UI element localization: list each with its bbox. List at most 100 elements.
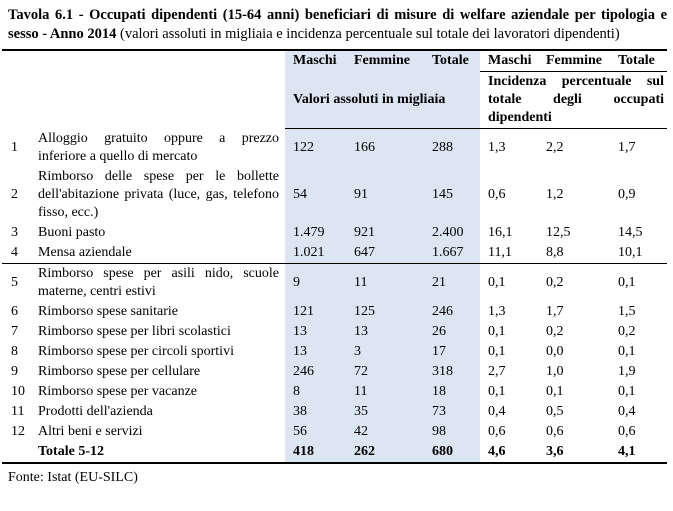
cell-maschi-abs: 9 [285,263,346,302]
cell-maschi-abs: 246 [285,361,346,382]
row-number: 4 [2,242,38,264]
cell-femmine-abs: 262 [346,441,424,463]
group-header-valori-assoluti: Valori assoluti in migliaia [285,71,480,129]
cell-femmine-pct: 8,8 [538,242,610,264]
cell-maschi-pct: 0,6 [488,186,506,202]
cell-maschi-pct: 0,6 [488,423,506,439]
row-number: 9 [11,363,18,379]
row-label: Mensa aziendale [38,242,285,264]
table-title: Tavola 6.1 - Occupati dipendenti (15-64 … [8,6,667,44]
row-number: 11 [11,403,25,419]
cell-maschi-pct: 0,1 [488,343,506,359]
cell-totale-pct: 1,9 [618,363,636,379]
cell-maschi-pct: 11,1 [480,242,538,264]
cell-femmine-pct: 1,2 [546,186,564,202]
source-note: Fonte: Istat (EU-SILC) [8,469,138,485]
row-number: 8 [11,343,18,359]
cell-totale-pct: 1,7 [618,139,636,155]
row-label: Prodotti dell'azienda [38,403,153,419]
cell-femmine-abs: 647 [346,242,424,264]
cell-femmine-pct: 0,1 [546,383,564,399]
cell-femmine-pct: 0,6 [546,423,564,439]
cell-maschi-abs: 13 [285,341,346,362]
table-row: 1 Alloggio gratuito oppure a prezzo infer… [2,128,667,167]
cell-maschi-pct: 16,1 [488,224,513,240]
cell-maschi-pct: 0,1 [488,323,506,339]
row-label: Totale 5-12 [38,443,104,459]
cell-totale-pct: 14,5 [618,224,643,240]
cell-totale-abs: 288 [424,128,480,167]
cell-femmine-abs: 921 [346,222,424,243]
col-header-femmine-abs: Femmine [346,50,424,72]
welfare-table: Maschi Femmine Totale Maschi Femmine Tot… [2,49,667,464]
table-row: 2 Rimborso delle spese per le bollette de… [2,166,667,223]
cell-totale-abs: 246 [424,301,480,322]
table-body: 1 Alloggio gratuito oppure a prezzo infer… [2,128,667,463]
col-header-maschi-pct: Maschi [480,50,538,72]
cell-femmine-abs: 11 [346,263,424,302]
row-label: Altri beni e servizi [38,423,143,439]
header-spacer-label [38,50,285,72]
cell-maschi-abs: 1.479 [285,222,346,243]
cell-femmine-abs: 72 [346,361,424,382]
cell-totale-abs: 680 [424,441,480,463]
cell-maschi-abs: 121 [285,301,346,322]
cell-maschi-abs: 38 [285,401,346,422]
row-number: 10 [11,383,25,399]
cell-femmine-pct: 0,2 [546,323,564,339]
cell-femmine-abs: 91 [346,166,424,223]
col-header-totale-abs: Totale [424,50,480,72]
col-header-maschi-abs: Maschi [285,50,346,72]
cell-totale-abs: 17 [424,341,480,362]
header-row-groups: Valori assoluti in migliaia Incidenza pe… [2,71,667,129]
row-label: Rimborso spese per cellulare [38,363,201,379]
cell-totale-pct: 0,9 [618,186,636,202]
row-number: 7 [11,323,18,339]
cell-femmine-abs: 125 [346,301,424,322]
cell-totale-abs: 98 [424,421,480,442]
cell-totale-pct: 1,5 [618,303,636,319]
document-page: Tavola 6.1 - Occupati dipendenti (15-64 … [2,6,667,485]
cell-maschi-pct: 1,3 [488,303,506,319]
cell-femmine-abs: 13 [346,321,424,342]
cell-maschi-pct: 1,3 [488,139,506,155]
cell-totale-abs: 145 [424,166,480,223]
cell-totale-abs: 1.667 [424,242,480,264]
cell-maschi-abs: 54 [285,166,346,223]
cell-femmine-abs: 3 [346,341,424,362]
cell-femmine-pct: 3,6 [546,443,564,459]
cell-femmine-pct: 2,2 [546,139,564,155]
cell-totale-pct: 0,1 [618,274,636,290]
row-label: Rimborso spese sanitarie [38,303,178,319]
col-header-totale-pct: Totale [610,50,667,72]
cell-femmine-pct: 0,5 [546,403,564,419]
cell-maschi-abs: 122 [285,128,346,167]
header-row-columns: Maschi Femmine Totale Maschi Femmine Tot… [2,50,667,72]
cell-totale-pct: 0,4 [618,403,636,419]
col-header-femmine-pct: Femmine [538,50,610,72]
cell-femmine-pct: 12,5 [546,224,571,240]
cell-totale-abs: 318 [424,361,480,382]
table-row: 12 Altri beni e servizi 56 42 98 0,6 0,6 0,6 [2,421,667,442]
table-row: 5 Rimborso spese per asili nido, scuole m… [2,263,667,302]
cell-totale-pct: 0,1 [618,383,636,399]
cell-maschi-pct: 0,1 [488,383,506,399]
table-row: 10 Rimborso spese per vacanze 8 11 18 0,1 0,1 0… [2,381,667,402]
cell-femmine-pct: 0,0 [546,343,564,359]
group-header-incidenza: Incidenza percentuale sul totale degli o… [480,71,667,129]
cell-totale-pct: 0,6 [618,423,636,439]
row-number: 2 [11,186,18,202]
cell-maschi-abs: 418 [285,441,346,463]
cell-femmine-pct: 1,7 [546,303,564,319]
cell-femmine-abs: 35 [346,401,424,422]
table-row: 8 Rimborso spese per circoli sportivi 13 3 1… [2,341,667,362]
cell-totale-abs: 18 [424,381,480,402]
row-number: 5 [11,274,18,290]
cell-totale-pct: 4,1 [618,443,636,459]
header-spacer-num2 [2,72,38,129]
cell-femmine-abs: 11 [346,381,424,402]
cell-femmine-pct: 0,2 [546,274,564,290]
cell-maschi-abs: 56 [285,421,346,442]
row-number: 12 [11,423,25,439]
cell-totale-pct: 10,1 [610,242,667,264]
